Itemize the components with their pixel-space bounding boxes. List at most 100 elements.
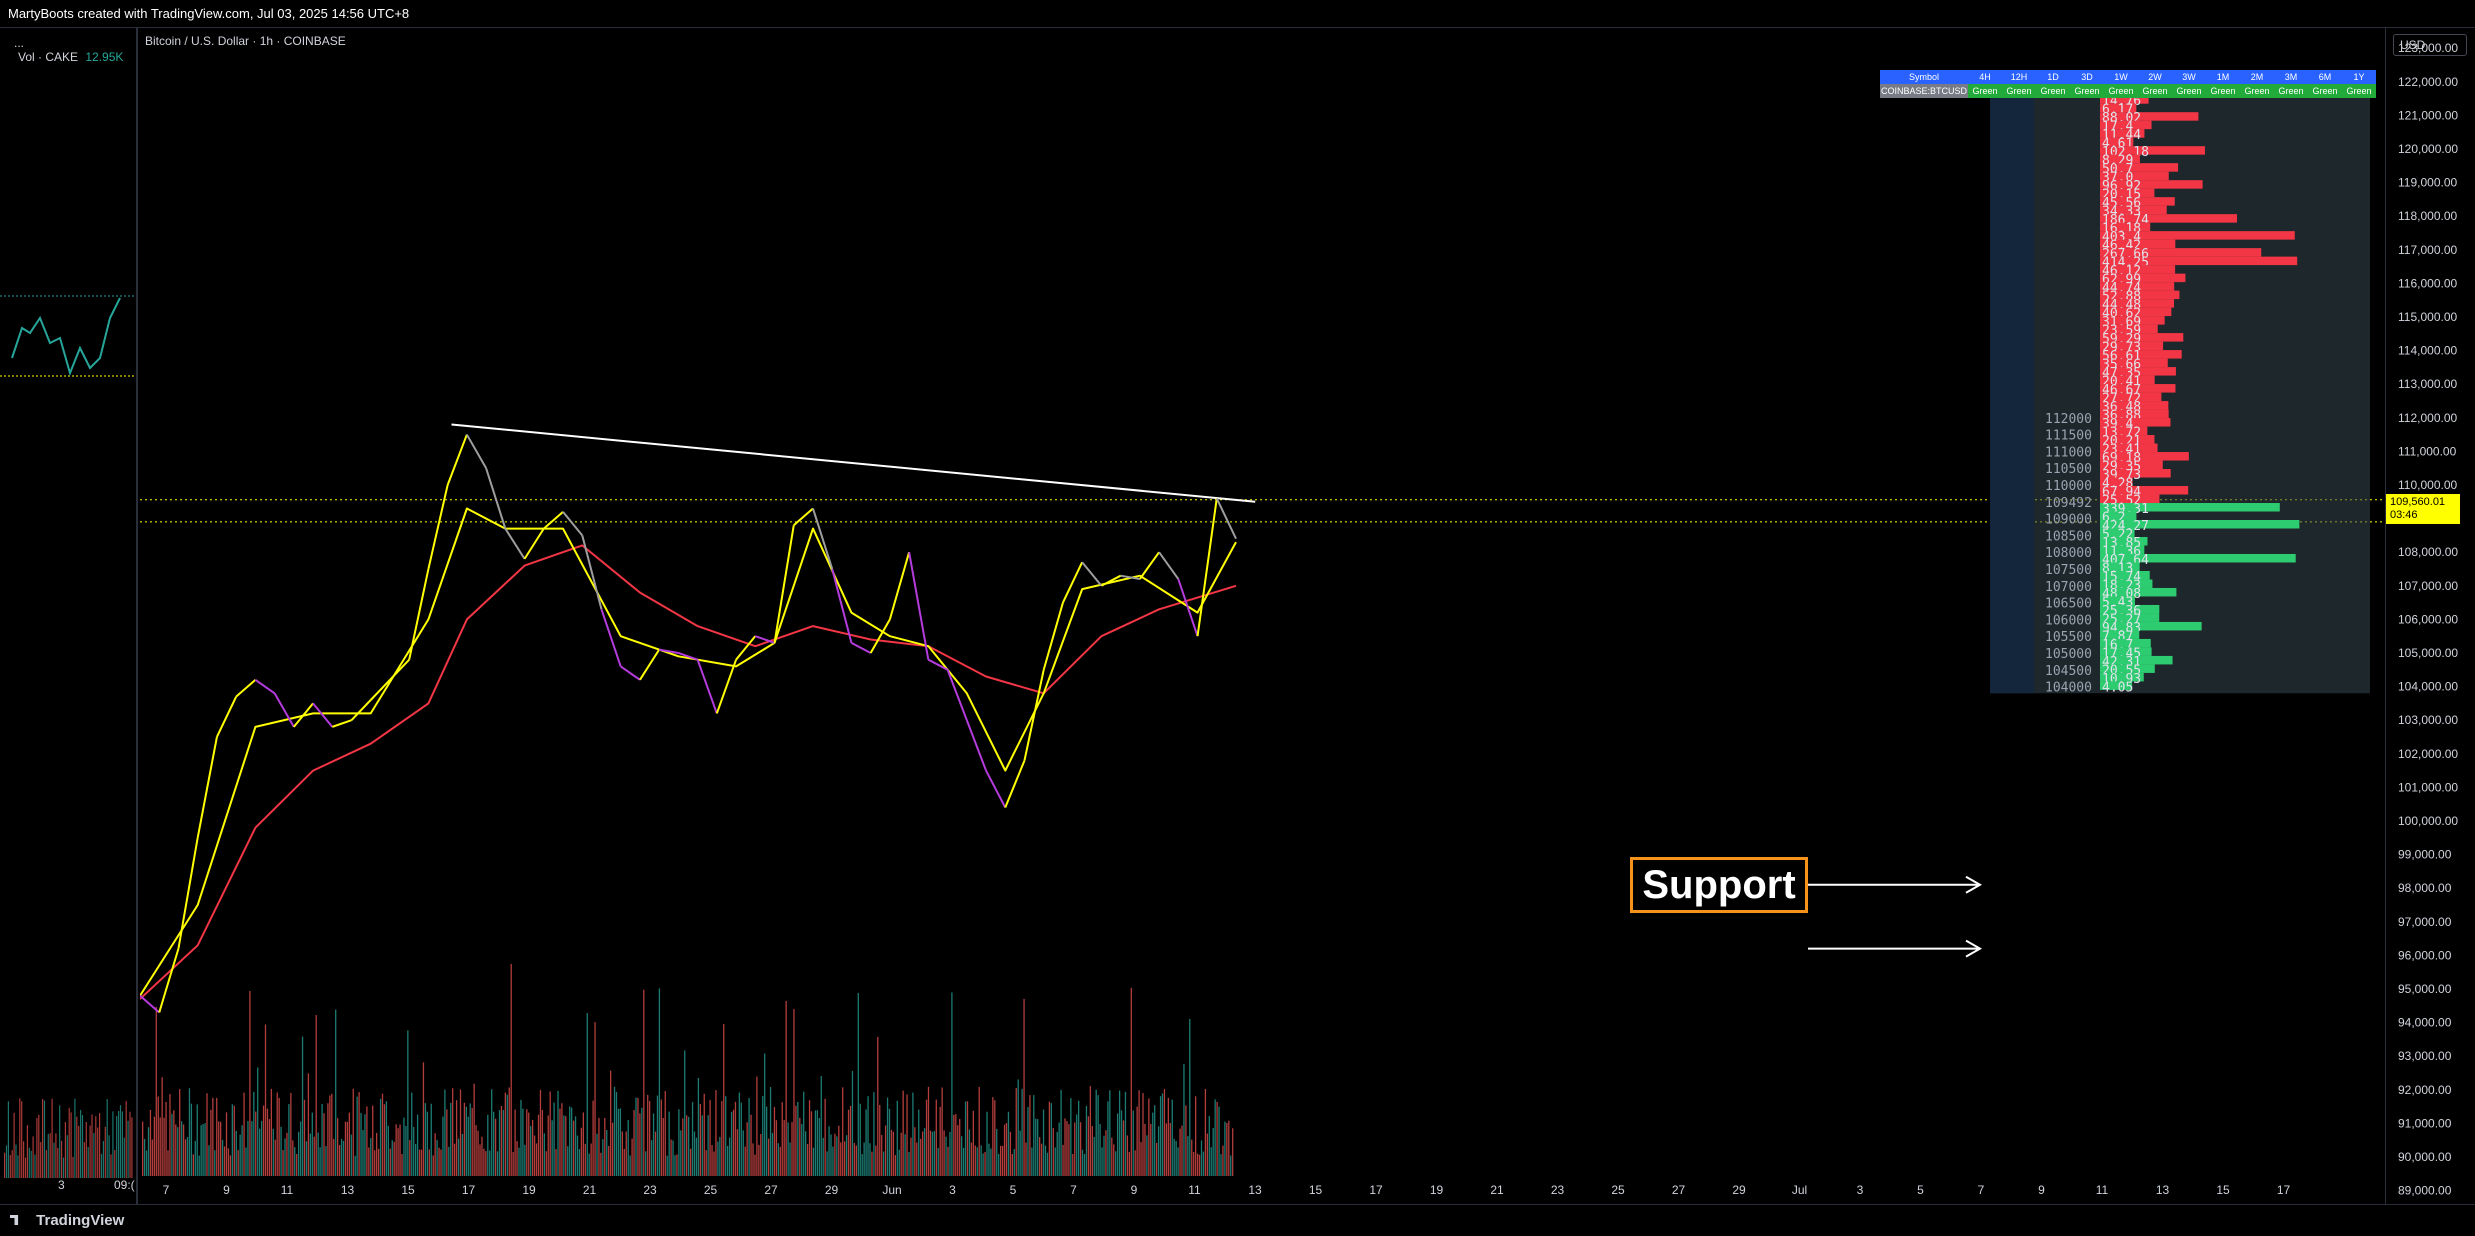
profile-bar xyxy=(2100,494,2160,504)
mini-volume-bar xyxy=(87,1147,89,1178)
mini-volume-bar xyxy=(131,1117,133,1178)
volume-bar xyxy=(970,1142,973,1176)
volume-bar xyxy=(830,1134,832,1176)
symbol-title[interactable]: Bitcoin / U.S. Dollar · 1h · COINBASE xyxy=(145,34,346,48)
price-scale[interactable]: 123,000.00 122,000.00 121,000.00 120,000.00… xyxy=(2385,28,2475,1204)
status-cell: Green xyxy=(2240,84,2274,98)
volume-bar xyxy=(869,1143,871,1176)
profile-bar xyxy=(2100,562,2140,571)
left-mini-pane[interactable]: ... Vol · CAKE 12.95K 3 09:( xyxy=(0,28,138,1204)
volume-bar xyxy=(931,1131,934,1176)
volume-bar xyxy=(682,1118,684,1176)
profile-bar xyxy=(2100,553,2296,563)
x-tick-label: 29 xyxy=(1732,1183,1746,1197)
volume-bar xyxy=(301,1036,304,1176)
volume-bar xyxy=(547,1115,549,1176)
price-chart[interactable]: 7 9 11 13 15 17 19 21 23 25 27 29 Jun 3 5 7 9 11 13 15 17 19 2… xyxy=(140,28,2385,1204)
mini-volume-bar xyxy=(100,1154,103,1178)
price-segment xyxy=(1139,551,1160,580)
volume-bar xyxy=(165,1101,167,1176)
mini-volume-bar xyxy=(17,1155,19,1178)
volume-bar xyxy=(629,1155,631,1176)
x-tick-label: 17 xyxy=(2277,1183,2291,1197)
volume-bar xyxy=(744,1146,746,1176)
volume-bar xyxy=(966,1101,969,1176)
volume-bar xyxy=(344,1121,347,1176)
volume-bar xyxy=(806,1143,809,1176)
price-segment xyxy=(158,948,180,1013)
mini-volume-bar xyxy=(70,1112,72,1178)
volume-bar xyxy=(964,1101,967,1176)
volume-bar xyxy=(859,1103,861,1176)
volume-bar xyxy=(691,1102,694,1176)
volume-bar xyxy=(1040,1143,1043,1176)
volume-bar xyxy=(266,1108,269,1176)
volume-bar xyxy=(904,1134,906,1176)
x-tick-label: 11 xyxy=(1188,1183,1201,1197)
profile-level: 104000 xyxy=(2045,681,2092,696)
volume-bar xyxy=(1095,1089,1097,1176)
profile-level: 104500 xyxy=(2045,664,2092,679)
mini-volume-bar xyxy=(91,1114,93,1178)
volume-bar xyxy=(740,1102,742,1176)
volume-bar xyxy=(688,1116,690,1176)
mini-volume-bar xyxy=(42,1099,44,1178)
volume-bar xyxy=(676,1154,678,1176)
volume-bar xyxy=(1089,1086,1091,1176)
volume-bar xyxy=(307,1073,310,1176)
profile-bar xyxy=(2100,528,2135,537)
volume-bar xyxy=(491,1089,493,1176)
volume-bar xyxy=(820,1076,822,1176)
volume-bar xyxy=(1105,1130,1107,1176)
volume-bar xyxy=(988,1143,990,1176)
profile-bar xyxy=(2100,443,2158,453)
volume-bar xyxy=(569,1106,571,1176)
volume-bar xyxy=(510,963,512,1176)
volume-bar xyxy=(990,1148,992,1176)
volume-bar xyxy=(621,1131,623,1176)
volume-bar xyxy=(1017,1079,1019,1176)
x-tick-label: 13 xyxy=(1248,1183,1262,1197)
collapse-dots[interactable]: ... xyxy=(14,36,25,50)
profile-bar xyxy=(2100,188,2155,198)
support-annotation[interactable]: Support xyxy=(1630,857,1808,913)
volume-bar xyxy=(350,1134,352,1176)
volume-bar xyxy=(1196,1153,1199,1176)
volume-bar xyxy=(364,1114,366,1176)
volume-bar xyxy=(594,1022,596,1176)
profile-bar xyxy=(2100,290,2180,300)
volume-bar xyxy=(143,1138,146,1176)
volume-bar xyxy=(1087,1116,1090,1176)
x-tick-label: 27 xyxy=(764,1183,778,1197)
volume-bar xyxy=(1146,1135,1148,1176)
tradingview-logo[interactable]: TradingView xyxy=(10,1212,124,1229)
volume-bar xyxy=(553,1102,555,1176)
volume-bar xyxy=(524,1144,526,1176)
currency-button[interactable]: USD xyxy=(2393,34,2467,56)
volume-bar xyxy=(760,1134,762,1176)
volume-bar xyxy=(619,1108,622,1176)
volume-bar xyxy=(177,1127,179,1176)
profile-level: 112000 xyxy=(2045,412,2092,427)
volume-bar xyxy=(530,1125,532,1176)
volume-bar xyxy=(362,1130,364,1176)
main-chart-pane[interactable]: Bitcoin / U.S. Dollar · 1h · COINBASE 7 9… xyxy=(140,28,2385,1204)
volume-bar xyxy=(1126,1135,1129,1176)
volume-bar xyxy=(769,1087,772,1176)
volume-bar xyxy=(643,989,645,1176)
price-segment xyxy=(331,719,352,728)
current-price-tag: 109,560.01 03:46 xyxy=(2386,494,2460,524)
x-tick-label: 5 xyxy=(1917,1183,1924,1197)
volume-profile-panel xyxy=(1990,88,2370,694)
credit-text: MartyBoots created with TradingView.com,… xyxy=(8,6,410,21)
volume-bar xyxy=(920,1138,922,1176)
mini-volume-bar xyxy=(81,1114,84,1178)
volume-bar xyxy=(385,1101,388,1176)
volume-bar xyxy=(656,1095,659,1176)
y-tick-label: 121,000.00 xyxy=(2398,108,2458,122)
volume-bar xyxy=(249,991,251,1176)
volume-bar xyxy=(485,1151,487,1176)
volume-bar xyxy=(444,1089,446,1176)
price-axis[interactable]: 123,000.00 122,000.00 121,000.00 120,000.00… xyxy=(2386,28,2475,1204)
price-segment xyxy=(658,648,679,654)
